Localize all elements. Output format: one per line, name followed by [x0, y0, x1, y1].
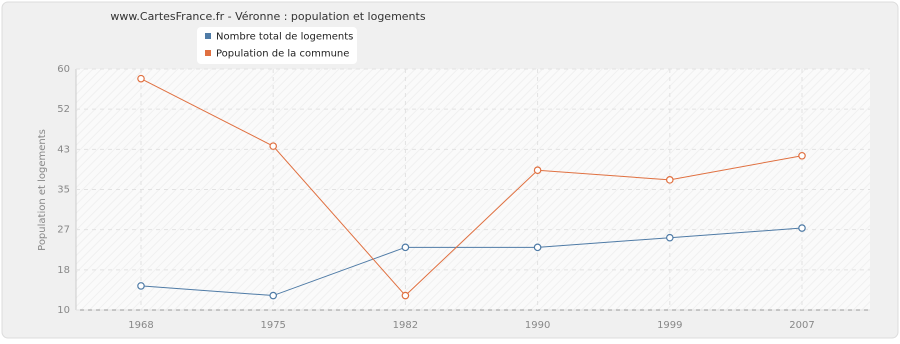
legend-swatch: [205, 50, 211, 56]
data-point: [269, 291, 278, 300]
x-tick-label: 1990: [525, 320, 550, 331]
y-tick-label: 27: [57, 225, 70, 236]
y-tick-label: 10: [57, 305, 70, 316]
y-tick-label: 43: [57, 144, 70, 155]
data-point: [401, 291, 410, 300]
data-point: [798, 224, 806, 232]
data-point: [137, 74, 145, 83]
data-point: [137, 282, 145, 290]
y-tick-label: 52: [57, 104, 70, 115]
legend-label: Nombre total de logements: [216, 32, 353, 43]
data-point: [798, 151, 806, 160]
legend-label: Population de la commune: [216, 49, 349, 60]
series-line: [140, 227, 803, 297]
legend-swatch: [205, 33, 211, 39]
plot-area: [76, 69, 870, 310]
chart-title: www.CartesFrance.fr - Véronne : populati…: [110, 10, 425, 23]
data-point: [269, 142, 278, 150]
data-point: [401, 243, 410, 252]
data-point: [533, 243, 542, 252]
series-line: [140, 78, 803, 297]
x-tick-label: 1982: [393, 320, 418, 331]
x-tick-label: 1968: [128, 320, 153, 331]
y-tick-label: 35: [57, 185, 70, 196]
y-tick-label: 60: [57, 64, 70, 75]
x-tick-label: 2007: [789, 320, 814, 331]
data-point: [665, 176, 674, 184]
y-tick-label: 18: [57, 265, 70, 276]
legend: [197, 27, 357, 64]
x-tick-label: 1999: [657, 320, 682, 331]
data-point: [533, 166, 542, 175]
y-axis-label: Population et logements: [37, 129, 48, 251]
x-tick-label: 1975: [260, 320, 285, 331]
data-point: [665, 233, 674, 242]
